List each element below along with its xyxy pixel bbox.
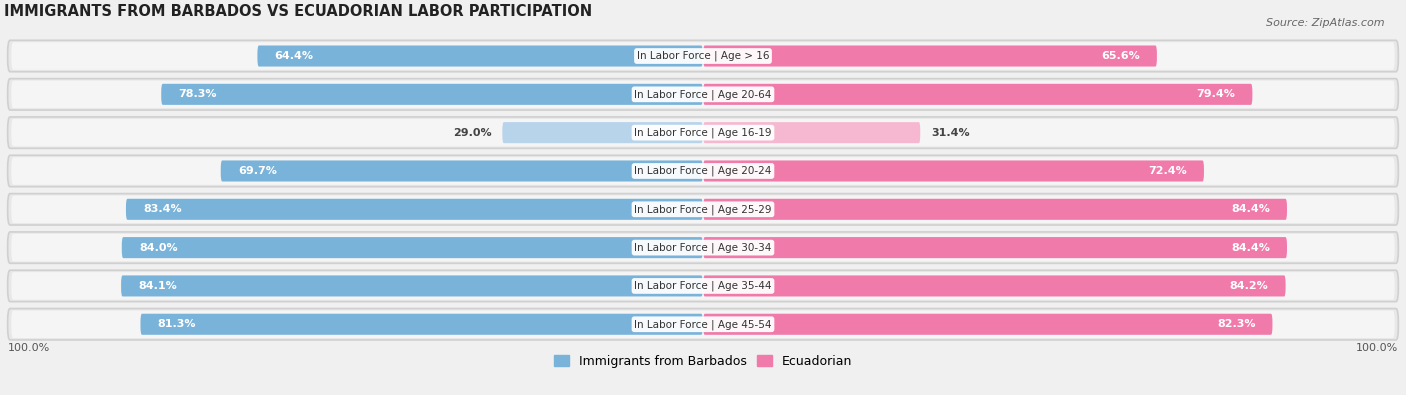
- FancyBboxPatch shape: [11, 196, 1395, 223]
- FancyBboxPatch shape: [141, 314, 703, 335]
- FancyBboxPatch shape: [122, 237, 703, 258]
- FancyBboxPatch shape: [7, 117, 1399, 149]
- FancyBboxPatch shape: [127, 199, 703, 220]
- Text: 100.0%: 100.0%: [1357, 343, 1399, 353]
- Text: In Labor Force | Age 45-54: In Labor Force | Age 45-54: [634, 319, 772, 329]
- FancyBboxPatch shape: [11, 119, 1395, 147]
- FancyBboxPatch shape: [7, 79, 1399, 110]
- FancyBboxPatch shape: [502, 122, 703, 143]
- FancyBboxPatch shape: [703, 45, 1157, 66]
- Text: 100.0%: 100.0%: [7, 343, 49, 353]
- FancyBboxPatch shape: [162, 84, 703, 105]
- FancyBboxPatch shape: [11, 81, 1395, 108]
- Text: 84.2%: 84.2%: [1230, 281, 1268, 291]
- FancyBboxPatch shape: [703, 237, 1286, 258]
- FancyBboxPatch shape: [703, 160, 1204, 182]
- FancyBboxPatch shape: [11, 272, 1395, 300]
- FancyBboxPatch shape: [7, 308, 1399, 340]
- Text: 69.7%: 69.7%: [238, 166, 277, 176]
- Text: 79.4%: 79.4%: [1197, 89, 1236, 99]
- Legend: Immigrants from Barbados, Ecuadorian: Immigrants from Barbados, Ecuadorian: [548, 350, 858, 373]
- Text: In Labor Force | Age 35-44: In Labor Force | Age 35-44: [634, 281, 772, 291]
- FancyBboxPatch shape: [703, 275, 1285, 297]
- Text: 65.6%: 65.6%: [1101, 51, 1140, 61]
- FancyBboxPatch shape: [7, 270, 1399, 302]
- FancyBboxPatch shape: [7, 194, 1399, 225]
- Text: In Labor Force | Age 20-24: In Labor Force | Age 20-24: [634, 166, 772, 176]
- Text: 31.4%: 31.4%: [931, 128, 970, 138]
- FancyBboxPatch shape: [121, 275, 703, 297]
- FancyBboxPatch shape: [7, 40, 1399, 72]
- FancyBboxPatch shape: [703, 314, 1272, 335]
- Text: In Labor Force | Age 30-34: In Labor Force | Age 30-34: [634, 243, 772, 253]
- Text: 84.0%: 84.0%: [139, 243, 177, 253]
- FancyBboxPatch shape: [703, 84, 1253, 105]
- Text: In Labor Force | Age > 16: In Labor Force | Age > 16: [637, 51, 769, 61]
- FancyBboxPatch shape: [257, 45, 703, 66]
- Text: 84.1%: 84.1%: [138, 281, 177, 291]
- Text: In Labor Force | Age 16-19: In Labor Force | Age 16-19: [634, 128, 772, 138]
- FancyBboxPatch shape: [7, 232, 1399, 263]
- FancyBboxPatch shape: [11, 42, 1395, 70]
- FancyBboxPatch shape: [703, 199, 1286, 220]
- FancyBboxPatch shape: [11, 310, 1395, 338]
- Text: 84.4%: 84.4%: [1232, 243, 1270, 253]
- Text: 83.4%: 83.4%: [143, 204, 181, 214]
- Text: Source: ZipAtlas.com: Source: ZipAtlas.com: [1267, 18, 1385, 28]
- FancyBboxPatch shape: [11, 157, 1395, 185]
- Text: 82.3%: 82.3%: [1218, 319, 1256, 329]
- Text: 64.4%: 64.4%: [274, 51, 314, 61]
- FancyBboxPatch shape: [11, 234, 1395, 261]
- Text: 84.4%: 84.4%: [1232, 204, 1270, 214]
- FancyBboxPatch shape: [703, 122, 921, 143]
- Text: In Labor Force | Age 25-29: In Labor Force | Age 25-29: [634, 204, 772, 214]
- FancyBboxPatch shape: [7, 155, 1399, 187]
- Text: In Labor Force | Age 20-64: In Labor Force | Age 20-64: [634, 89, 772, 100]
- Text: IMMIGRANTS FROM BARBADOS VS ECUADORIAN LABOR PARTICIPATION: IMMIGRANTS FROM BARBADOS VS ECUADORIAN L…: [4, 4, 592, 19]
- FancyBboxPatch shape: [221, 160, 703, 182]
- Text: 78.3%: 78.3%: [179, 89, 217, 99]
- Text: 81.3%: 81.3%: [157, 319, 197, 329]
- Text: 72.4%: 72.4%: [1149, 166, 1187, 176]
- Text: 29.0%: 29.0%: [453, 128, 492, 138]
